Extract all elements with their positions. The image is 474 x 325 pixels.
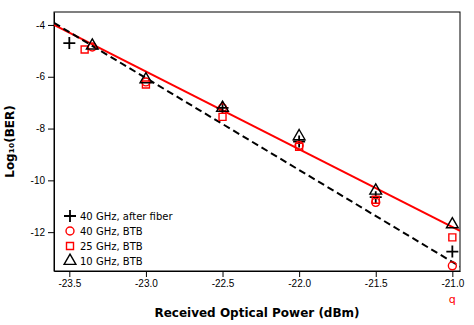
annotation: q [449,293,456,306]
x-axis: -23.5 -23.0 -22.5 -22.0 -21.5 -21.0 [55,271,465,289]
xticks-tick-label: -23.5 [58,278,81,289]
plot: -23.5-23.0-22.5-22.0-21.5-21.0-4-6-8-10-… [3,12,465,320]
xticks-tick-mark [69,271,70,277]
marks [54,23,460,270]
yticks-tick: -10 [31,175,54,186]
point [449,234,456,241]
yticks-tick: -6 [36,71,54,82]
legend-label: 10 GHz, BTB [80,256,143,267]
legend-label: 40 GHz, after fiber [80,211,173,222]
xticks-tick-label: -22.5 [212,278,235,289]
yticks-tick-mark [48,129,54,130]
xticks-tick-label: -21.0 [441,278,464,289]
xticks-axis-line [55,271,461,272]
yticks-axis-line [54,13,55,272]
point [142,78,150,86]
point [372,196,379,203]
legend-label: 40 GHz, BTB [80,226,143,237]
yticks-tick-label: -12 [31,227,46,238]
yticks-tick-label: -4 [36,20,45,31]
chart: -23.5-23.0-22.5-22.0-21.5-21.0-4-6-8-10-… [0,0,474,325]
xticks-tick-mark [146,271,147,277]
point [86,39,98,49]
point [446,218,458,228]
plot-frame [54,12,460,271]
xticks-tick-mark [376,271,377,277]
yticks-tick-mark [48,232,54,233]
xticks-tick-label: -22.0 [288,278,311,289]
yticks-tick: -4 [36,20,54,31]
xticks-tick: -22.0 [288,271,311,289]
y-axis: -4 -6 -8 -10 -12 [31,13,55,272]
xticks-tick-mark [452,271,453,277]
yticks-tick-label: -10 [31,175,46,186]
point [370,184,382,194]
xticks-tick-mark [299,271,300,277]
legend-symbol [64,210,76,222]
y-axis-title: Log₁₀(BER) [3,105,17,178]
legend: 40 GHz, after fiber 40 GHz, BTB 25 GHz, BT… [64,210,173,267]
point [140,73,152,83]
yticks-tick-label: -6 [36,71,45,82]
xticks-tick: -21.0 [441,271,464,289]
yticks-tick: -8 [36,123,54,134]
xticks-tick-mark [223,271,224,277]
yticks-tick-label: -8 [36,123,45,134]
point [219,113,226,120]
yticks-tick-mark [48,77,54,78]
trend-line [54,25,460,231]
yticks-tick-mark [48,180,54,181]
series [63,37,458,257]
point [63,37,75,49]
point [296,143,303,150]
point [295,141,303,149]
xticks-tick-label: -23.0 [135,278,158,289]
legend-symbol [64,254,76,264]
xticks-tick: -23.5 [58,271,81,289]
point [217,101,229,111]
xticks-tick: -23.0 [135,271,158,289]
point [446,246,458,258]
legend-symbol [66,227,74,235]
xticks-tick: -22.5 [212,271,235,289]
yticks-tick: -12 [31,227,54,238]
point [293,130,305,140]
legend-symbol [67,243,74,250]
point [217,102,229,114]
xticks-tick: -21.5 [365,271,388,289]
yticks-tick-mark [48,25,54,26]
xticks-tick-label: -21.5 [365,278,388,289]
point [372,198,380,206]
legend-label: 25 GHz, BTB [80,241,143,252]
x-axis-title: Received Optical Power (dBm) [154,306,359,320]
series [88,43,456,270]
trend-line [54,23,460,267]
series [86,39,458,228]
point [448,262,456,270]
